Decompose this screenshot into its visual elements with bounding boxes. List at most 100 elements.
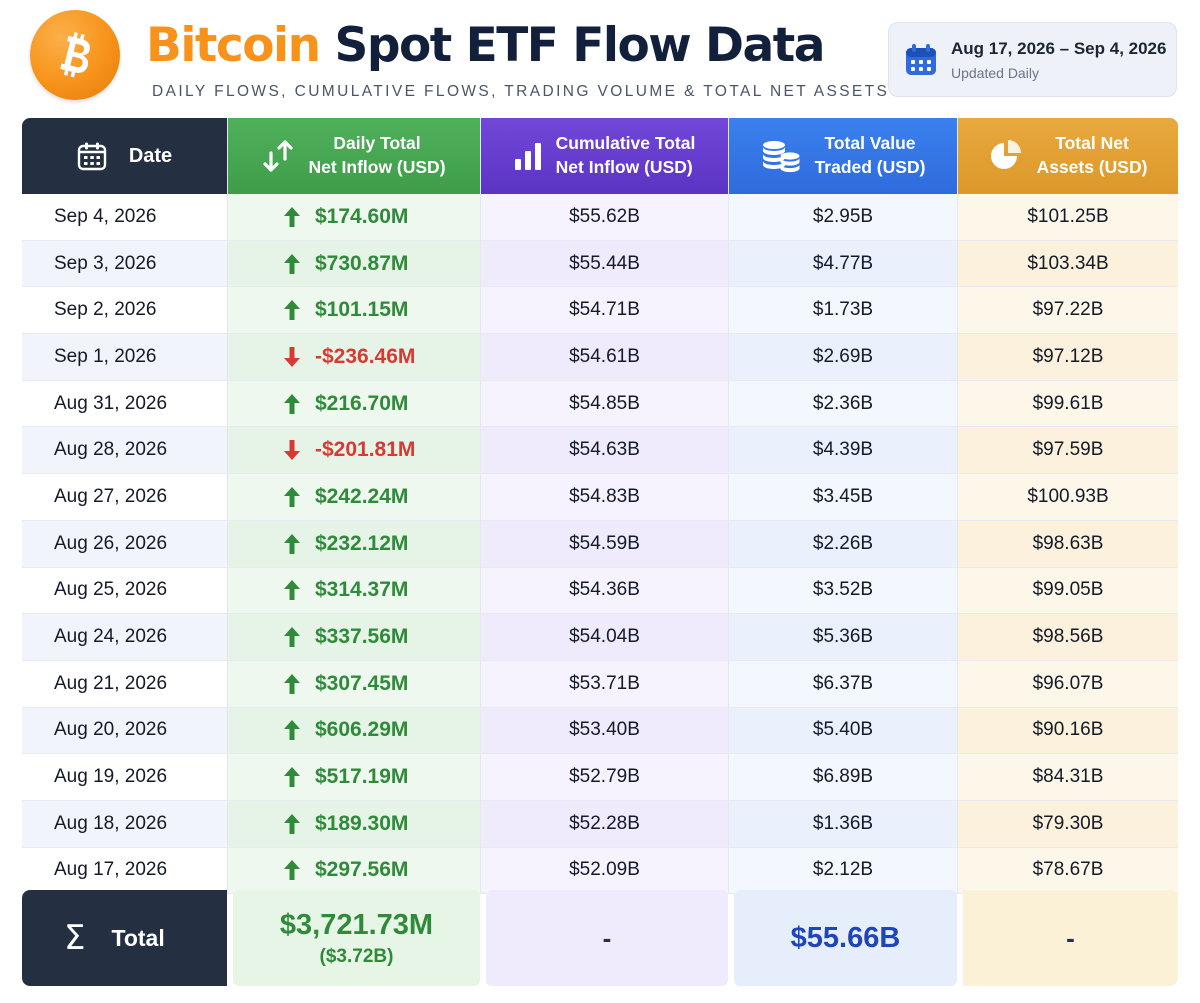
assets-cell: $97.22B: [957, 287, 1178, 334]
table-row: Aug 24, 2026 $337.56M $54.04B $5.36B $98.56B: [22, 614, 1178, 661]
assets-cell: $78.67B: [957, 847, 1178, 894]
arrow-up-icon: [284, 486, 300, 507]
traded-cell: $3.52B: [728, 567, 957, 614]
assets-cell: $101.25B: [957, 194, 1178, 240]
table-row: Aug 19, 2026 $517.19M $52.79B $6.89B $84.31B: [22, 754, 1178, 801]
daily-inflow-cell: -$236.46M: [227, 334, 480, 380]
daily-inflow-value: $232.12M: [315, 531, 409, 555]
daily-inflow-value: $307.45M: [315, 671, 409, 695]
daily-inflow-cell: $314.37M: [227, 567, 480, 614]
arrow-up-icon: [284, 673, 300, 694]
date-cell: Aug 17, 2026: [22, 847, 227, 894]
date-range: Aug 17, 2026 – Sep 4, 2026: [951, 38, 1167, 58]
daily-inflow-value: -$236.46M: [315, 344, 416, 368]
daily-inflow-value: $242.24M: [315, 484, 409, 508]
traded-cell: $5.40B: [728, 707, 957, 754]
col-traded-label-2: Traded (USD): [814, 157, 926, 177]
daily-inflow-cell: $730.87M: [227, 240, 480, 287]
coins-icon: [762, 141, 800, 173]
traded-cell: $5.36B: [728, 614, 957, 660]
date-cell: Sep 1, 2026: [22, 334, 227, 380]
table-body: Sep 4, 2026 $174.60M $55.62B $2.95B $101.25B…: [22, 194, 1178, 895]
arrow-up-icon: [284, 720, 300, 741]
daily-inflow-value: $730.87M: [315, 251, 409, 275]
total-daily-inflow: $3,721.73M ($3.72B): [233, 890, 480, 986]
table-row: Aug 26, 2026 $232.12M $54.59B $2.26B $98.63B: [22, 520, 1178, 568]
cumulative-cell: $53.71B: [480, 660, 728, 707]
cumulative-cell: $54.83B: [480, 474, 728, 520]
pie-chart-icon: [990, 140, 1021, 169]
cumulative-cell: $54.63B: [480, 427, 728, 474]
arrow-up-icon: [284, 580, 300, 601]
traded-cell: $2.26B: [728, 520, 957, 567]
page-subtitle: DAILY FLOWS, CUMULATIVE FLOWS, TRADING V…: [152, 83, 890, 100]
daily-inflow-cell: $606.29M: [227, 707, 480, 754]
cumulative-cell: $54.59B: [480, 520, 728, 567]
col-header-traded: Total Value Traded (USD): [728, 118, 957, 194]
cumulative-cell: $55.62B: [480, 194, 728, 240]
cumulative-cell: $52.09B: [480, 847, 728, 894]
table-row: Sep 4, 2026 $174.60M $55.62B $2.95B $101.25B: [22, 194, 1178, 241]
table-row: Sep 2, 2026 $101.15M $54.71B $1.73B $97.22B: [22, 287, 1178, 335]
total-daily-short: ($3.72B): [319, 945, 394, 967]
daily-inflow-cell: $242.24M: [227, 474, 480, 520]
col-header-date: Date: [22, 118, 227, 194]
table-row: Aug 31, 2026 $216.70M $54.85B $2.36B $99.61B: [22, 380, 1178, 428]
date-cell: Aug 19, 2026: [22, 754, 227, 800]
assets-cell: $96.07B: [957, 660, 1178, 707]
sigma-icon: Σ: [64, 918, 86, 958]
date-cell: Aug 28, 2026: [22, 427, 227, 474]
total-cumulative: -: [486, 890, 728, 986]
cumulative-cell: $55.44B: [480, 240, 728, 287]
assets-cell: $99.61B: [957, 380, 1178, 427]
assets-cell: $99.05B: [957, 567, 1178, 614]
daily-inflow-cell: $337.56M: [227, 614, 480, 660]
daily-inflow-value: $517.19M: [315, 765, 409, 789]
traded-cell: $6.37B: [728, 660, 957, 707]
assets-cell: $97.12B: [957, 334, 1178, 380]
total-row: Σ Total $3,721.73M ($3.72B) - $55.66B -: [22, 890, 1178, 986]
traded-cell: $4.39B: [728, 427, 957, 474]
table-row: Sep 3, 2026 $730.87M $55.44B $4.77B $103.34B: [22, 240, 1178, 288]
daily-inflow-cell: $174.60M: [227, 194, 480, 240]
col-traded-label-1: Total Value: [824, 133, 916, 154]
daily-inflow-cell: $101.15M: [227, 287, 480, 334]
arrow-down-icon: [284, 346, 300, 367]
total-label: Total: [111, 924, 165, 951]
assets-cell: $84.31B: [957, 754, 1178, 800]
assets-cell: $103.34B: [957, 240, 1178, 287]
traded-cell: $3.45B: [728, 474, 957, 520]
total-assets: -: [963, 890, 1178, 986]
bar-chart-icon: [514, 143, 541, 170]
daily-inflow-cell: $297.56M: [227, 847, 480, 894]
arrow-up-icon: [284, 860, 300, 881]
col-header-assets: Total Net Assets (USD): [957, 118, 1178, 194]
daily-inflow-value: $337.56M: [315, 625, 409, 649]
update-frequency: Updated Daily: [951, 64, 1039, 81]
daily-inflow-value: $314.37M: [315, 578, 409, 602]
col-cum-label-2: Net Inflow (USD): [555, 157, 693, 177]
daily-inflow-cell: -$201.81M: [227, 427, 480, 474]
arrow-up-icon: [284, 206, 300, 227]
daily-inflow-value: $101.15M: [315, 298, 409, 322]
calendar-icon: [906, 43, 936, 75]
date-cell: Aug 26, 2026: [22, 520, 227, 567]
arrow-up-icon: [284, 767, 300, 788]
arrow-down-icon: [284, 440, 300, 461]
cumulative-cell: $54.85B: [480, 380, 728, 427]
daily-inflow-value: $216.70M: [315, 391, 409, 415]
col-cum-label-1: Cumulative Total: [555, 133, 696, 154]
daily-inflow-value: $189.30M: [315, 811, 409, 835]
daily-inflow-value: -$201.81M: [315, 438, 416, 462]
table-row: Sep 1, 2026 -$236.46M $54.61B $2.69B $97.12B: [22, 334, 1178, 381]
arrow-up-icon: [284, 533, 300, 554]
arrow-up-icon: [284, 627, 300, 648]
traded-cell: $6.89B: [728, 754, 957, 800]
assets-cell: $79.30B: [957, 800, 1178, 847]
title-main: Spot ETF Flow Data: [334, 18, 826, 73]
traded-cell: $4.77B: [728, 240, 957, 287]
assets-cell: $98.56B: [957, 614, 1178, 660]
assets-cell: $100.93B: [957, 474, 1178, 520]
date-cell: Aug 18, 2026: [22, 800, 227, 847]
cumulative-cell: $53.40B: [480, 707, 728, 754]
